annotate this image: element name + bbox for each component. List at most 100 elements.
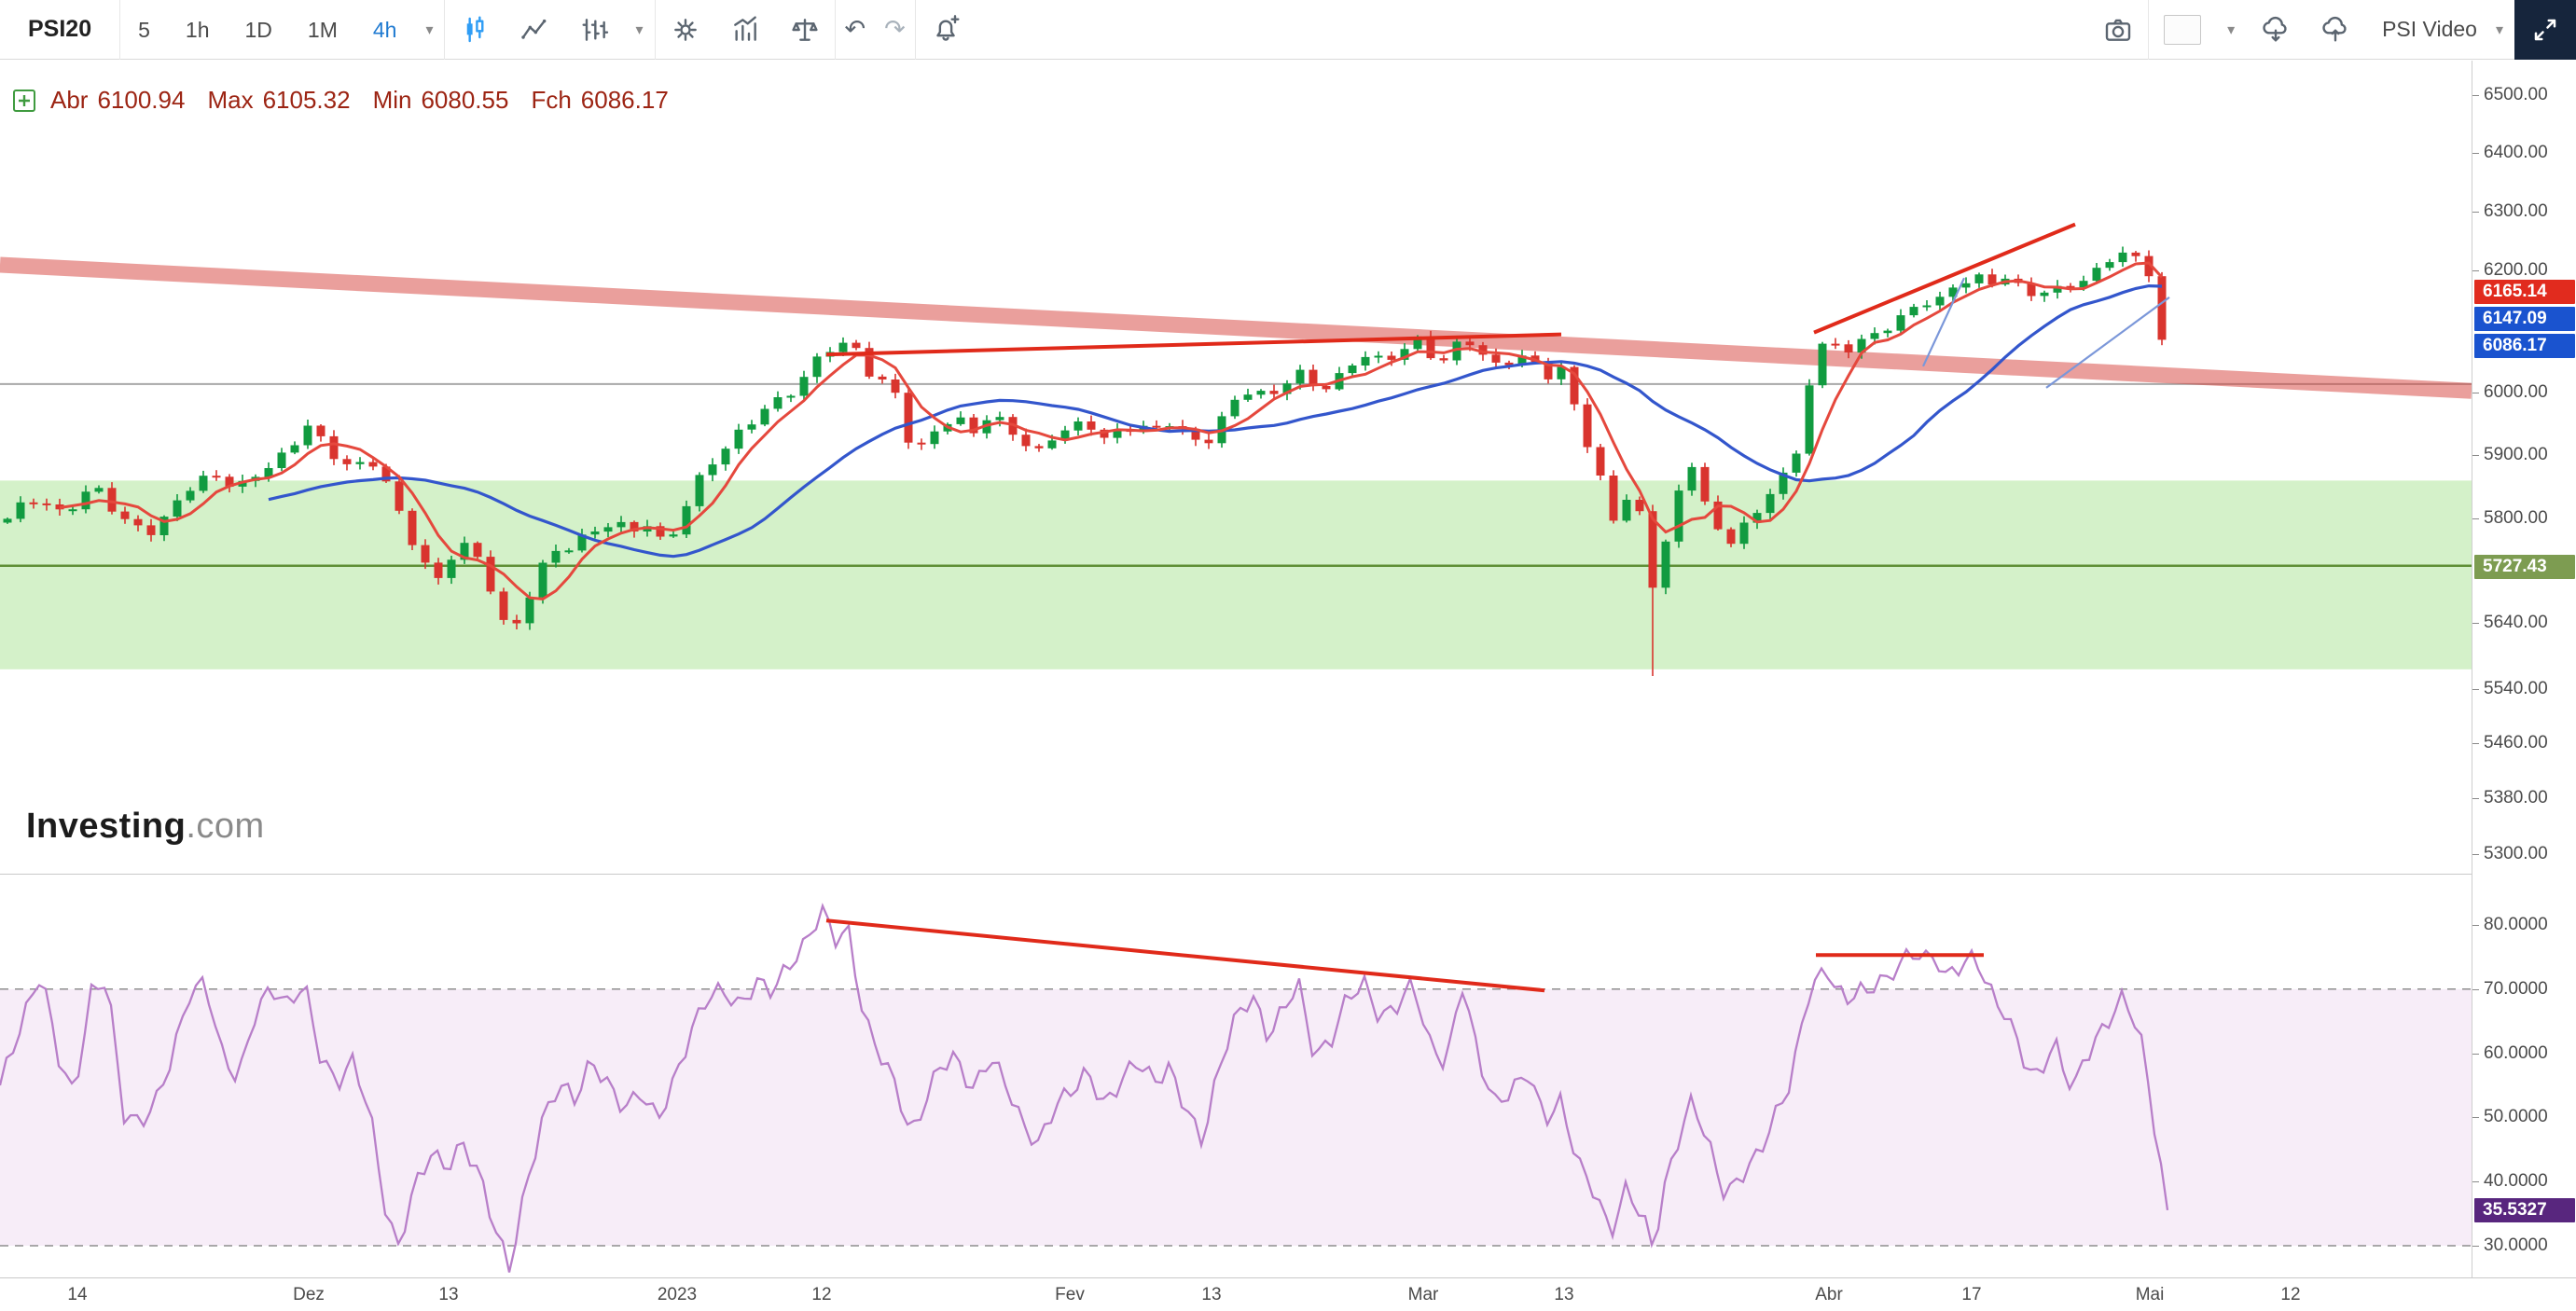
price-tick-label: 5380.00 bbox=[2484, 788, 2548, 807]
indicators-icon bbox=[733, 15, 756, 41]
price-tick-label: 6200.00 bbox=[2484, 260, 2548, 280]
price-tick-label: 5640.00 bbox=[2484, 613, 2548, 632]
time-tick-label: 17 bbox=[1961, 1285, 1982, 1304]
time-tick-label: 12 bbox=[811, 1285, 832, 1304]
line-chart-icon bbox=[521, 19, 547, 39]
price-tick-label: 6400.00 bbox=[2484, 143, 2548, 162]
toolbar-divider bbox=[444, 0, 446, 60]
toolbar-right-group: ▾ PSI Video ▾ bbox=[2088, 0, 2576, 60]
chart-settings-button[interactable] bbox=[656, 0, 715, 60]
psi-video-caret-icon[interactable]: ▾ bbox=[2495, 21, 2503, 38]
timeframe-1m[interactable]: 1M bbox=[307, 17, 338, 42]
green-plus-icon[interactable] bbox=[13, 89, 35, 112]
price-tick-mark bbox=[2472, 798, 2479, 799]
time-tick-label: 13 bbox=[438, 1285, 459, 1304]
toolbar-divider bbox=[654, 0, 656, 60]
time-tick-label: 14 bbox=[67, 1285, 88, 1304]
rsi-value-label: 35.5327 bbox=[2474, 1198, 2575, 1222]
rsi-chart bbox=[0, 903, 2472, 1273]
layout-button[interactable] bbox=[2149, 0, 2216, 60]
price-tick-mark bbox=[2472, 95, 2479, 96]
ohlc-high-value: 6105.32 bbox=[262, 86, 351, 114]
time-tick-label: Abr bbox=[1815, 1285, 1843, 1304]
toolbar-divider bbox=[119, 0, 121, 60]
price-tick-mark bbox=[2472, 854, 2479, 855]
ohlc-high-label: Max bbox=[207, 86, 254, 114]
price-tick-mark bbox=[2472, 153, 2479, 154]
ohlc-low-label: Min bbox=[372, 86, 412, 114]
timeframe-5m[interactable]: 5 bbox=[138, 17, 150, 42]
layout-dropdown-caret-icon[interactable]: ▾ bbox=[2227, 21, 2236, 38]
price-value-label: 6147.09 bbox=[2474, 307, 2575, 331]
gear-icon bbox=[673, 18, 697, 41]
logo-text: Investing bbox=[26, 807, 187, 846]
rsi-tick-mark bbox=[2472, 925, 2479, 926]
support-price-label: 5727.43 bbox=[2474, 555, 2575, 579]
load-chart-button[interactable] bbox=[2246, 0, 2306, 60]
ohlc-close-value: 6086.17 bbox=[580, 86, 669, 114]
price-tick-mark bbox=[2472, 743, 2479, 744]
save-chart-button[interactable] bbox=[2306, 0, 2365, 60]
time-tick-label: Dez bbox=[293, 1285, 325, 1304]
toolbar-divider bbox=[834, 0, 836, 60]
timeframe-4h-active[interactable]: 4h bbox=[372, 17, 397, 42]
cloud-download-icon bbox=[2263, 16, 2287, 42]
timeframe-1d[interactable]: 1D bbox=[244, 17, 272, 42]
rsi-pane[interactable] bbox=[0, 875, 2472, 1277]
plus-glyph-icon bbox=[19, 94, 30, 106]
main-chart-pane[interactable] bbox=[0, 61, 2472, 874]
chart-type-line-button[interactable] bbox=[505, 0, 564, 60]
ohlc-close-label: Fch bbox=[531, 86, 572, 114]
price-axis[interactable]: 6500.00 6400.00 6300.00 6200.00 6000.00 5900.… bbox=[2472, 61, 2576, 1277]
price-tick-label: 5900.00 bbox=[2484, 445, 2548, 464]
undo-button[interactable]: ↶ bbox=[844, 15, 866, 44]
price-tick-mark bbox=[2472, 518, 2479, 519]
rsi-tick-mark bbox=[2472, 1117, 2479, 1118]
time-tick-label: Fev bbox=[1055, 1285, 1085, 1304]
rsi-tick-label: 70.0000 bbox=[2484, 979, 2548, 999]
psi-video-button[interactable]: PSI Video bbox=[2382, 17, 2477, 41]
price-tick-mark bbox=[2472, 689, 2479, 690]
chart-type-dropdown-caret-icon[interactable]: ▾ bbox=[635, 21, 644, 38]
investing-logo: Investing.com bbox=[26, 807, 265, 847]
candlestick-icon bbox=[467, 15, 484, 42]
chart-type-bars-button[interactable] bbox=[564, 0, 624, 60]
rsi-tick-label: 50.0000 bbox=[2484, 1107, 2548, 1126]
symbol-button[interactable]: PSI20 bbox=[28, 16, 92, 42]
price-tick-label: 6000.00 bbox=[2484, 382, 2548, 402]
time-tick-label: 2023 bbox=[657, 1285, 698, 1304]
logo-domain: .com bbox=[186, 807, 265, 846]
scales-icon bbox=[791, 18, 818, 41]
time-axis[interactable]: 14 Dez 13 2023 12 Fev 13 Mar 13 Abr 17 Mai 12 bbox=[0, 1277, 2576, 1311]
alert-button[interactable] bbox=[916, 0, 976, 60]
timeframe-1h[interactable]: 1h bbox=[185, 17, 210, 42]
compare-button[interactable] bbox=[775, 0, 835, 60]
ohlc-open-value: 6100.94 bbox=[97, 86, 186, 114]
rsi-tick-mark bbox=[2472, 1054, 2479, 1055]
screenshot-button[interactable] bbox=[2088, 0, 2148, 60]
cloud-upload-icon bbox=[2322, 16, 2347, 42]
time-tick-label: 12 bbox=[2280, 1285, 2301, 1304]
price-tick-label: 6300.00 bbox=[2484, 201, 2548, 221]
rsi-tick-mark bbox=[2472, 1181, 2479, 1182]
timeframe-dropdown-caret-icon[interactable]: ▾ bbox=[425, 21, 434, 38]
fullscreen-button[interactable] bbox=[2514, 0, 2576, 60]
price-tick-label: 5460.00 bbox=[2484, 733, 2548, 752]
chart-toolbar: PSI20 5 1h 1D 1M 4h ▾ ▾ bbox=[0, 0, 2576, 60]
price-tick-label: 5540.00 bbox=[2484, 679, 2548, 698]
rsi-tick-label: 80.0000 bbox=[2484, 915, 2548, 934]
price-tick-label: 5800.00 bbox=[2484, 508, 2548, 528]
expand-icon bbox=[2534, 19, 2556, 40]
candlestick-chart bbox=[0, 222, 2472, 676]
price-tick-mark bbox=[2472, 623, 2479, 624]
chart-type-candles-button[interactable] bbox=[445, 0, 505, 60]
indicators-button[interactable] bbox=[715, 0, 775, 60]
time-tick-label: 13 bbox=[1201, 1285, 1222, 1304]
bell-plus-icon bbox=[936, 14, 960, 41]
price-tick-mark bbox=[2472, 212, 2479, 213]
rsi-tick-label: 40.0000 bbox=[2484, 1171, 2548, 1191]
redo-button[interactable]: ↷ bbox=[884, 15, 906, 44]
ohlc-bars-icon bbox=[582, 18, 609, 41]
ohlc-low-value: 6080.55 bbox=[421, 86, 509, 114]
pane-separator[interactable] bbox=[0, 874, 2576, 875]
